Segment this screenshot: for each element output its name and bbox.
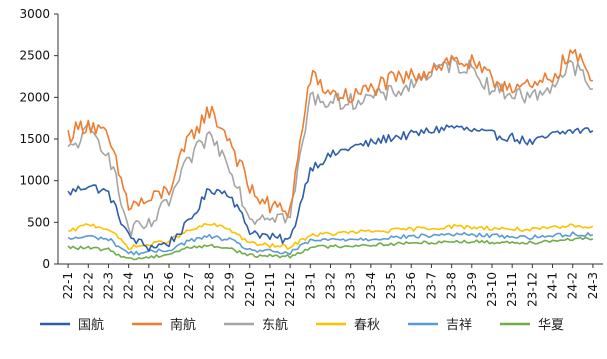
x-tick-label: 24-2 xyxy=(566,272,580,299)
x-tick-label: 22-11 xyxy=(263,272,277,307)
x-tick-label: 24-3 xyxy=(586,272,600,299)
x-tick-label: 23-5 xyxy=(384,272,398,299)
x-tick-label: 23-12 xyxy=(525,272,539,307)
series-line-0 xyxy=(67,124,594,252)
x-tick-label: 22-7 xyxy=(182,272,196,299)
x-tick-label: 23-2 xyxy=(324,272,338,299)
y-tick-labels: 0 500 1000 1500 2000 2500 3000 xyxy=(19,7,58,271)
series-line-4 xyxy=(67,231,594,256)
x-tick-labels: 22-1 22-2 22-3 22-4 22-5 22-6 22-7 22-8 22-9 22-1… xyxy=(61,264,600,307)
x-tick-label: 23-1 xyxy=(303,272,317,299)
y-tick-label: 1000 xyxy=(19,174,50,188)
x-tick-label: 23-6 xyxy=(404,272,418,299)
x-tick-label: 23-7 xyxy=(424,272,438,299)
x-tick-label: 23-8 xyxy=(445,272,459,299)
legend-label: 东航 xyxy=(262,317,288,333)
x-tick-label: 22-6 xyxy=(162,272,176,299)
x-tick-label: 22-5 xyxy=(142,272,156,299)
x-tick-label: 22-9 xyxy=(223,272,237,299)
x-tick-label: 23-9 xyxy=(465,272,479,299)
legend-label: 吉祥 xyxy=(446,318,472,333)
x-tick-label: 22-1 xyxy=(61,272,75,299)
legend-label: 华夏 xyxy=(538,318,564,333)
x-tick-label: 23-11 xyxy=(505,272,519,307)
legend: 国航 南航 东航 春秋 吉祥 华夏 xyxy=(40,317,564,333)
x-tick-label: 23-4 xyxy=(364,272,378,299)
x-tick-label: 22-2 xyxy=(81,272,95,299)
legend-label: 南航 xyxy=(170,317,196,333)
legend-label: 国航 xyxy=(78,317,104,333)
legend-label: 春秋 xyxy=(354,318,380,333)
y-tick-label: 0 xyxy=(42,257,50,271)
series-line-1 xyxy=(67,48,593,218)
y-tick-label: 1500 xyxy=(19,132,50,146)
series-line-5 xyxy=(67,236,594,261)
y-tick-label: 2000 xyxy=(19,90,50,104)
x-tick-label: 22-4 xyxy=(122,272,136,299)
x-tick-label: 24-1 xyxy=(546,272,560,299)
x-tick-label: 22-12 xyxy=(283,272,297,307)
x-tick-label: 23-3 xyxy=(344,272,358,299)
y-tick-label: 3000 xyxy=(19,7,50,21)
series-line-2 xyxy=(67,56,593,237)
series-lines xyxy=(67,48,594,261)
x-tick-label: 23-10 xyxy=(485,272,499,307)
series-line-3 xyxy=(68,222,594,250)
x-tick-label: 22-10 xyxy=(243,272,257,307)
x-tick-label: 22-8 xyxy=(202,272,216,299)
x-tick-label: 22-3 xyxy=(101,272,115,299)
y-tick-label: 2500 xyxy=(19,49,50,63)
y-tick-label: 500 xyxy=(27,215,50,229)
